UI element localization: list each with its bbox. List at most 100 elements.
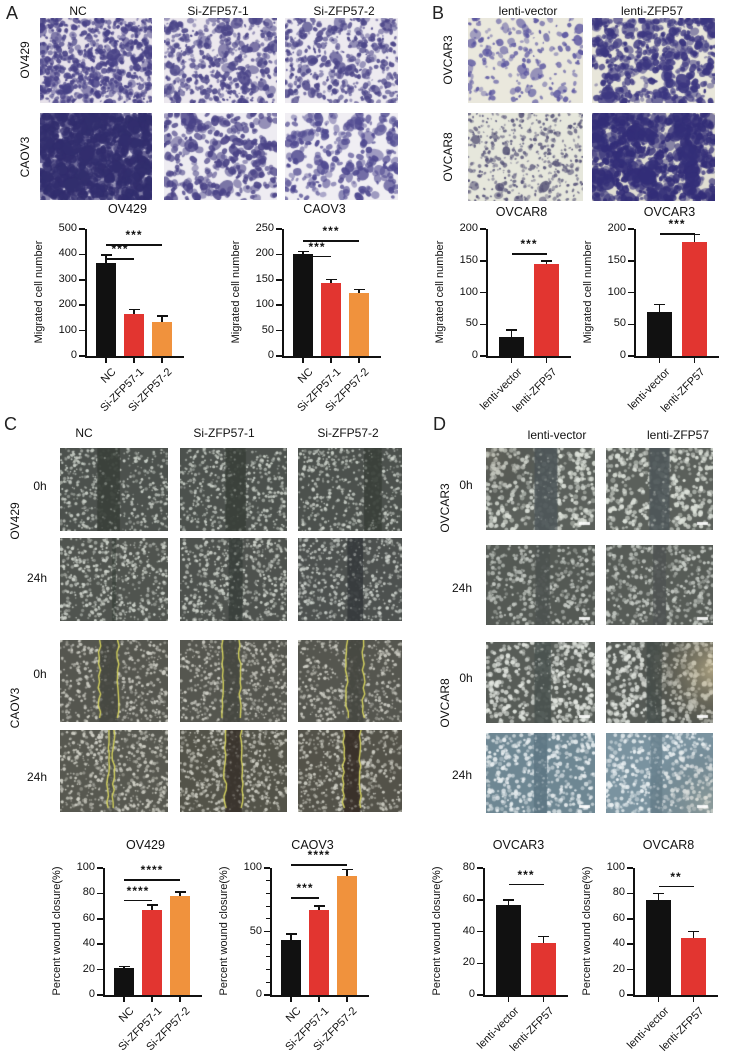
- error-bar: [302, 251, 304, 255]
- y-tick-label: 100: [243, 861, 262, 873]
- panel-b-col-header-vector: lenti-vector: [498, 4, 558, 18]
- y-tick-label: 100: [607, 285, 626, 298]
- error-bar-cap: [146, 904, 158, 906]
- x-axis-line: [282, 356, 381, 358]
- significance-line: [303, 255, 331, 258]
- error-bar: [346, 869, 348, 876]
- error-bar: [133, 309, 135, 315]
- y-tick: [97, 918, 103, 920]
- y-tick-label: 50: [613, 317, 626, 330]
- y-tick-label: 0: [88, 988, 95, 1000]
- error-bar: [545, 260, 548, 264]
- y-tick-label: 150: [255, 272, 274, 285]
- error-bar: [542, 936, 545, 943]
- x-axis-line: [103, 995, 202, 997]
- panel-d-ovcar3-label: OVCAR3: [438, 483, 452, 533]
- chart-title: CAOV3: [291, 838, 334, 852]
- micrograph-wound-ovcar8-0h-vector: [486, 642, 595, 723]
- x-tick: [330, 358, 332, 363]
- y-tick: [480, 323, 486, 325]
- error-bar: [290, 934, 292, 941]
- x-tick: [318, 997, 320, 1002]
- y-tick-label: 100: [606, 861, 625, 873]
- y-minor-tick: [266, 981, 270, 983]
- error-bar-cap: [506, 329, 517, 331]
- y-tick-label: 80: [612, 886, 625, 899]
- x-tick: [692, 997, 695, 1002]
- panel-d-ovcar8-0h-label: 0h: [459, 671, 473, 685]
- y-tick: [276, 355, 282, 357]
- x-tick: [358, 358, 360, 363]
- chart-ovcar8-wound: OVCAR8 Percent wound closure(%) 0 20 40 60 80 1…: [581, 836, 730, 1057]
- y-tick: [97, 867, 103, 869]
- y-tick-label: 0: [468, 988, 475, 1000]
- micrograph-wound-caov3-24h-si2: [298, 730, 402, 812]
- y-tick-label: 200: [459, 222, 478, 234]
- x-tick: [658, 358, 661, 363]
- y-tick: [79, 279, 85, 281]
- micrograph-wound-caov3-24h-si1: [180, 730, 287, 812]
- y-tick-label: 50: [249, 924, 262, 937]
- significance-line: [303, 240, 359, 242]
- micrograph-wound-caov3-0h-si2: [298, 640, 402, 722]
- panel-a-row-label-caov3: CAOV3: [18, 136, 32, 178]
- x-tick: [507, 997, 510, 1002]
- x-tick: [290, 997, 292, 1002]
- y-tick-label: 100: [58, 323, 77, 336]
- y-tick-label: 250: [255, 222, 274, 234]
- x-tick: [302, 358, 304, 363]
- panel-d-ovcar3-0h-label: 0h: [459, 478, 473, 492]
- error-bar-cap: [118, 965, 130, 968]
- y-tick-label: 0: [471, 349, 478, 361]
- y-axis-line: [103, 868, 105, 995]
- bar-NC: [114, 968, 134, 995]
- error-bar: [330, 279, 332, 284]
- bar-Si-ZFP57-1: [321, 283, 341, 356]
- y-tick: [79, 304, 85, 306]
- significance-stars: ***: [520, 237, 538, 252]
- x-axis-line: [633, 995, 718, 997]
- panel-d-ovcar8-label: OVCAR8: [438, 678, 452, 728]
- y-tick-label: 80: [82, 886, 95, 899]
- y-tick-label: 60: [82, 911, 95, 924]
- chart-title: OV429: [108, 202, 147, 216]
- x-tick: [123, 997, 125, 1002]
- error-bar-cap: [353, 288, 365, 291]
- y-tick-label: 50: [261, 323, 274, 336]
- micrograph-wound-caov3-0h-si1: [180, 640, 287, 722]
- micrograph-wound-ov429-24h-si1: [180, 538, 287, 621]
- x-tick: [133, 358, 135, 363]
- significance-line: [124, 899, 152, 902]
- y-tick-label: 20: [462, 956, 475, 969]
- panel-a-label: A: [6, 3, 19, 23]
- x-axis-line: [483, 995, 568, 997]
- micrograph-transwell-ov429-si-zfp57-2: [285, 18, 398, 103]
- panel-c-col-header-nc: NC: [75, 426, 93, 440]
- significance-line: [658, 885, 694, 888]
- significance-stars: ***: [517, 867, 535, 882]
- chart-title: OV429: [126, 838, 165, 852]
- micrograph-transwell-caov3-si-zfp57-2: [285, 113, 398, 200]
- x-tick: [161, 358, 163, 363]
- y-tick-label: 0: [267, 349, 274, 361]
- error-bar-cap: [128, 308, 140, 311]
- panel-d-ovcar3-24h-label: 24h: [451, 581, 473, 595]
- y-tick: [276, 329, 282, 332]
- y-tick-label: 400: [58, 247, 77, 260]
- micrograph-transwell-ov429-si-zfp57-1: [164, 18, 277, 103]
- bar-NC: [293, 254, 313, 356]
- significance-stars: ***: [668, 217, 686, 232]
- significance-stars: **: [670, 869, 682, 884]
- micrograph-transwell-ovcar8-lenti-zfp57: [592, 113, 715, 201]
- error-bar-cap: [174, 891, 186, 893]
- panel-a-col-header-si2: Si-ZFP57-2: [313, 4, 375, 18]
- panel-c-caov3-label: CAOV3: [8, 687, 22, 729]
- y-tick: [628, 355, 634, 357]
- panel-d-col-header-vector: lenti-vector: [527, 428, 587, 442]
- bar-lenti-vector: [647, 311, 672, 356]
- significance-line: [106, 244, 162, 246]
- panel-b-label: B: [432, 3, 445, 23]
- panel-c-col-header-si1: Si-ZFP57-1: [193, 426, 255, 440]
- micrograph-wound-ovcar3-0h-vector: [486, 448, 595, 530]
- y-tick-label: 0: [619, 349, 626, 361]
